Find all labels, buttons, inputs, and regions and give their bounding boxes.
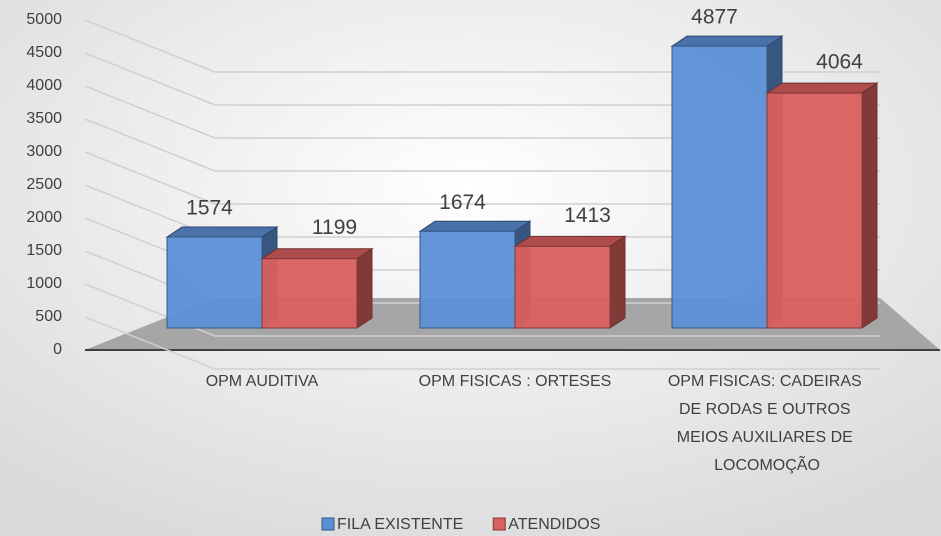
y-tick-label: 3500	[26, 110, 62, 127]
grid-line	[84, 118, 880, 172]
data-label: 1199	[312, 216, 357, 239]
bar	[260, 247, 374, 329]
legend-label: FILA EXISTENTE	[337, 516, 463, 533]
bar	[165, 226, 279, 329]
data-label: 1674	[439, 191, 486, 214]
data-label: 4064	[816, 51, 863, 74]
bar-side	[861, 82, 878, 329]
y-tick-label: 500	[35, 308, 62, 325]
bar-top	[165, 226, 279, 238]
bar-side	[356, 247, 373, 329]
y-tick-label: 0	[53, 341, 62, 358]
data-label: 1574	[186, 197, 233, 220]
y-tick-label: 4500	[26, 44, 62, 61]
bar-front	[766, 92, 863, 329]
x-tick-label: OPM FISICAS: CADEIRAS DE RODAS E OUTROS …	[668, 373, 866, 474]
bar	[765, 82, 879, 329]
bar-front	[419, 230, 516, 329]
grid-line	[84, 85, 880, 139]
legend-swatch	[321, 517, 335, 531]
grid-line	[84, 151, 880, 205]
bar-top	[418, 220, 532, 232]
y-tick-label: 2000	[26, 209, 62, 226]
bar-front	[514, 245, 611, 329]
bar-front	[166, 236, 263, 329]
bar	[418, 220, 532, 329]
grid-line	[84, 283, 880, 337]
bar-top	[260, 248, 374, 260]
grid-line	[84, 52, 880, 106]
y-tick-label: 2500	[26, 176, 62, 193]
data-label: 1413	[564, 204, 611, 227]
bar-side	[609, 235, 626, 329]
x-tick-label: OPM AUDITIVA	[206, 373, 319, 390]
bar-front	[671, 45, 768, 329]
grid-line	[84, 316, 880, 370]
bar-front	[261, 258, 358, 329]
bar-top	[765, 82, 879, 94]
x-tick-label: OPM FISICAS : ORTESES	[419, 373, 612, 390]
bar	[513, 235, 627, 329]
y-tick-label: 4000	[26, 77, 62, 94]
y-tick-label: 1500	[26, 242, 62, 259]
y-tick-label: 3000	[26, 143, 62, 160]
y-tick-label: 1000	[26, 275, 62, 292]
bar-top	[513, 235, 627, 247]
legend-label: ATENDIDOS	[508, 516, 600, 533]
grid-line	[84, 19, 880, 73]
y-tick-label: 5000	[26, 11, 62, 28]
bar-top	[670, 35, 784, 47]
legend-swatch	[492, 517, 506, 531]
data-label: 4877	[691, 6, 738, 29]
bar	[670, 35, 784, 329]
